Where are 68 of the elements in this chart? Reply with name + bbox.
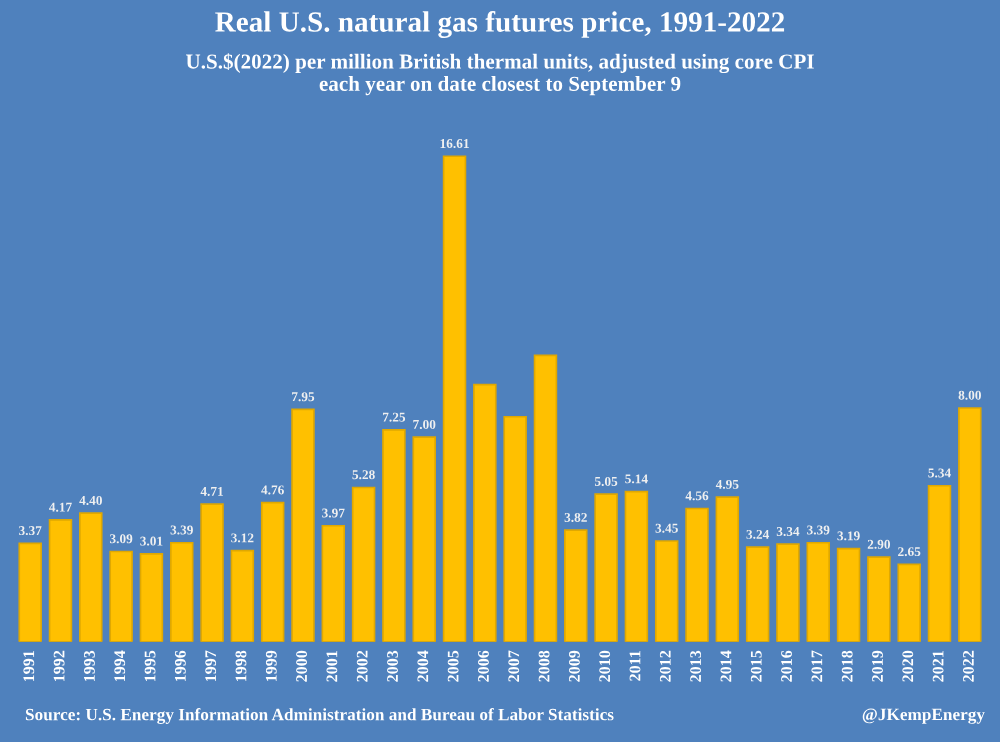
bar bbox=[412, 436, 436, 642]
x-tick-label: 2008 bbox=[538, 650, 550, 682]
bar bbox=[867, 556, 891, 642]
x-tick-label: 1995 bbox=[144, 650, 156, 682]
bar bbox=[685, 507, 709, 642]
x-tick-label: 2000 bbox=[296, 650, 308, 682]
x-tick-label: 2022 bbox=[962, 650, 974, 682]
bar bbox=[503, 415, 527, 642]
bar bbox=[260, 501, 285, 642]
bar bbox=[836, 547, 861, 642]
bar bbox=[382, 429, 406, 642]
x-tick-label: 2014 bbox=[720, 650, 732, 682]
x-tick-label: 2016 bbox=[781, 650, 792, 682]
x-tick-label: 1996 bbox=[174, 650, 186, 682]
source-note: Source: U.S. Energy Information Administration and Bureau of Labor Statistics bbox=[25, 708, 614, 724]
bar bbox=[351, 486, 376, 642]
x-tick-label: 2004 bbox=[417, 650, 429, 682]
x-tick-label: 2011 bbox=[629, 651, 641, 681]
bar bbox=[473, 383, 497, 642]
x-tick-label: 2021 bbox=[932, 651, 944, 682]
bar bbox=[533, 354, 558, 642]
bar bbox=[594, 493, 618, 642]
x-tick-label: 1993 bbox=[84, 650, 95, 682]
x-tick-label: 1994 bbox=[114, 650, 126, 682]
x-tick-label: 2010 bbox=[599, 650, 611, 682]
chart-subtitle: U.S.$(2022) per million British thermal units, adjusted using core CPI each year on date closest to September 9 bbox=[185, 53, 814, 96]
bar bbox=[806, 541, 831, 642]
bar bbox=[927, 484, 952, 642]
x-tick-label: 2020 bbox=[902, 650, 914, 682]
bar bbox=[897, 563, 921, 642]
bar bbox=[442, 155, 467, 642]
x-tick-label: 1992 bbox=[53, 650, 65, 682]
bar bbox=[291, 408, 315, 642]
text: @JKempEnergy bbox=[862, 708, 985, 724]
x-tick-label: 2012 bbox=[659, 650, 671, 682]
x-tick-label: 2006 bbox=[478, 650, 489, 682]
x-tick-label: 2002 bbox=[356, 650, 368, 682]
x-tick-label: 2019 bbox=[872, 650, 883, 682]
x-tick-label: 2005 bbox=[447, 650, 459, 682]
x-tick-label: 1997 bbox=[205, 650, 217, 682]
x-tick-label: 2017 bbox=[811, 650, 823, 682]
bar bbox=[564, 529, 588, 642]
x-tick-label: 2007 bbox=[508, 650, 520, 682]
x-tick-label: 2003 bbox=[387, 650, 398, 682]
bar bbox=[624, 490, 649, 642]
bar bbox=[958, 407, 982, 642]
x-tick-label: 1991 bbox=[23, 651, 35, 682]
bar bbox=[109, 550, 133, 642]
x-tick-label: 1998 bbox=[235, 650, 247, 682]
bar bbox=[654, 540, 679, 642]
bar bbox=[18, 542, 42, 642]
bar bbox=[776, 543, 800, 642]
bar bbox=[139, 553, 164, 642]
chart-title: Real U.S. natural gas futures price, 1991-2022 bbox=[215, 11, 785, 38]
x-tick-label: 2009 bbox=[568, 650, 580, 682]
x-tick-label: 2001 bbox=[326, 651, 338, 682]
x-tick-label: 2015 bbox=[750, 650, 762, 682]
bar bbox=[715, 496, 740, 642]
x-tick-label: 2013 bbox=[690, 650, 702, 682]
bar bbox=[79, 512, 103, 642]
bar bbox=[321, 524, 346, 642]
x-tick-label: 1999 bbox=[265, 650, 277, 682]
bar bbox=[200, 503, 224, 642]
bar bbox=[230, 549, 255, 642]
x-tick-label: 2018 bbox=[841, 650, 853, 682]
bar bbox=[169, 541, 194, 642]
bar bbox=[745, 546, 770, 642]
bar bbox=[48, 519, 73, 642]
